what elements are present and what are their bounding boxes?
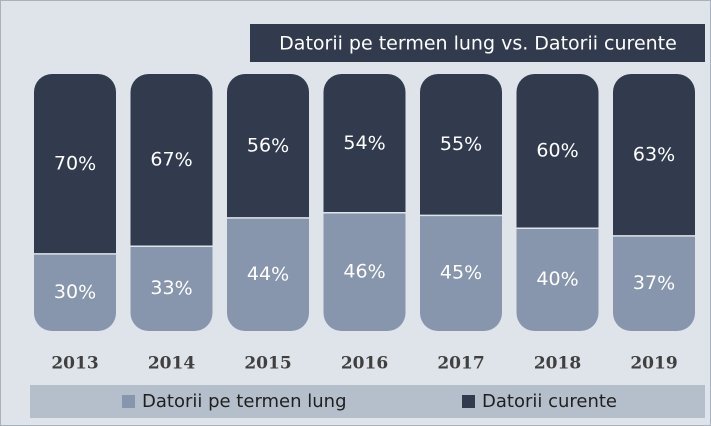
bar-segment: [34, 253, 116, 331]
legend-label: Datorii pe termen lung: [142, 391, 347, 412]
value-label: 54%: [343, 132, 385, 154]
bar-segment: [420, 215, 502, 331]
value-label: 30%: [54, 281, 96, 303]
bar-segment: [323, 212, 406, 331]
value-label: 55%: [440, 133, 482, 155]
x-tick-label: 2017: [437, 354, 484, 374]
value-label: 46%: [343, 260, 385, 282]
bar-segment: [516, 74, 599, 229]
bar-segment: [516, 228, 599, 331]
value-label: 60%: [536, 140, 578, 162]
bar-segment: [227, 217, 309, 331]
legend-swatch: [122, 395, 135, 408]
x-tick-label: 2016: [341, 354, 388, 374]
bar-segment: [227, 74, 309, 218]
value-label: 44%: [247, 263, 289, 285]
value-label: 67%: [150, 149, 192, 171]
value-label: 56%: [247, 134, 289, 156]
value-label: 70%: [54, 152, 96, 174]
x-tick-label: 2019: [630, 354, 677, 374]
chart-title: Datorii pe termen lung vs. Datorii curen…: [279, 33, 677, 55]
x-tick-label: 2013: [51, 354, 98, 374]
legend-band: [30, 385, 705, 418]
value-label: 45%: [440, 262, 482, 284]
x-tick-label: 2014: [148, 354, 195, 374]
bar-segment: [420, 74, 502, 216]
bar-segment: [613, 74, 695, 236]
legend-swatch: [462, 395, 475, 408]
x-tick-label: 2015: [244, 354, 291, 374]
value-label: 63%: [633, 143, 675, 165]
bar-segment: [34, 74, 116, 254]
value-label: 37%: [633, 272, 675, 294]
bar-segment: [130, 246, 213, 331]
bar-segment: [613, 235, 695, 331]
legend-label: Datorii curente: [482, 391, 617, 412]
title-box: [250, 24, 705, 62]
value-label: 33%: [150, 277, 192, 299]
bar-segment: [130, 74, 213, 247]
bar-segment: [323, 74, 406, 213]
value-label: 40%: [536, 268, 578, 290]
x-tick-label: 2018: [534, 354, 581, 374]
